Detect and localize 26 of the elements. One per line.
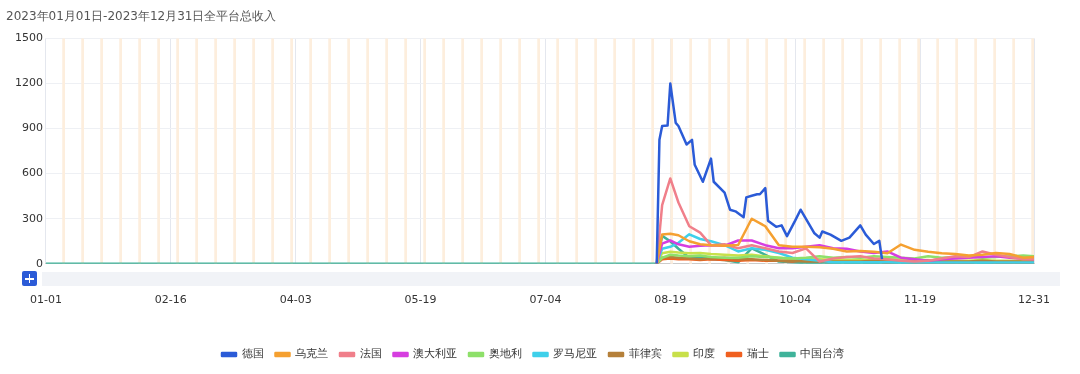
x-tick-label: 08-19 <box>654 293 687 307</box>
y-tick-label: 900 <box>21 121 43 135</box>
legend-label: 瑞士 <box>746 347 769 361</box>
legend-label: 奥地利 <box>488 347 522 361</box>
chart-title: 2023年01月01日-2023年12月31日全平台总收入 <box>6 9 277 24</box>
legend-label: 澳大利亚 <box>413 347 457 361</box>
legend-label: 罗马尼亚 <box>553 347 597 361</box>
legend-label: 德国 <box>241 347 264 361</box>
legend-label: 菲律宾 <box>628 347 662 361</box>
x-tick-label: 10-04 <box>779 293 812 307</box>
y-tick-label: 300 <box>21 211 43 225</box>
legend-label: 中国台湾 <box>800 347 844 361</box>
y-tick-label: 1500 <box>14 31 43 45</box>
legend-label: 法国 <box>359 347 382 361</box>
x-tick-label: 05-19 <box>404 293 437 307</box>
x-tick-label: 02-16 <box>154 293 187 307</box>
legend-label: 印度 <box>693 347 715 361</box>
x-tick-label: 12-31 <box>1018 293 1050 307</box>
x-tick-label: 07-04 <box>529 293 562 307</box>
legend-label: 乌克兰 <box>295 347 328 361</box>
x-tick-label: 01-01 <box>30 293 62 307</box>
y-tick-label: 600 <box>21 166 43 180</box>
y-tick-label: 0 <box>35 256 43 270</box>
y-tick-label: 1200 <box>14 76 43 90</box>
x-tick-label: 11-19 <box>904 293 936 307</box>
x-tick-label: 04-03 <box>279 293 312 307</box>
